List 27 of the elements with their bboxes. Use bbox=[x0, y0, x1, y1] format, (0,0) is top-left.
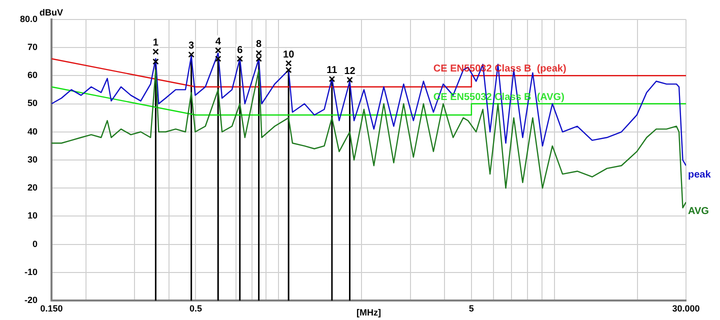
annotation: 10 bbox=[283, 49, 295, 60]
annotation: 1 bbox=[152, 38, 159, 49]
y-tick-label: 80.0 bbox=[20, 14, 38, 24]
annotation: 8 bbox=[256, 39, 262, 50]
annotation: 3 bbox=[188, 40, 195, 52]
x-tick-label: 0.5 bbox=[189, 303, 202, 314]
y-tick-label: 40 bbox=[28, 126, 38, 136]
x-tick-label: 5 bbox=[468, 303, 474, 314]
x-tick-label: 0.150 bbox=[40, 303, 63, 314]
y-axis-title: dBuV bbox=[40, 7, 64, 18]
y-tick-label: 0 bbox=[32, 238, 38, 249]
annotation: 12 bbox=[344, 66, 356, 77]
y-tick-label: -10 bbox=[24, 266, 38, 277]
y-tick-label: 10 bbox=[28, 210, 38, 221]
y-tick-label: 60 bbox=[28, 70, 38, 80]
y-tick-label: 30 bbox=[28, 154, 38, 164]
x-tick-label: 30.000 bbox=[672, 303, 700, 314]
annotation: 11 bbox=[326, 65, 338, 76]
x-axis-title: [MHz] bbox=[356, 308, 382, 318]
y-tick-label: 50 bbox=[28, 98, 38, 108]
series-label: AVG bbox=[688, 206, 710, 218]
y-tick-label: 20 bbox=[28, 182, 38, 193]
annotation: 6 bbox=[237, 44, 244, 56]
y-tick-label: -20 bbox=[24, 295, 38, 306]
y-tick-label: 70 bbox=[28, 42, 38, 52]
annotation: 4 bbox=[215, 36, 222, 48]
series-label: peak bbox=[688, 170, 712, 181]
